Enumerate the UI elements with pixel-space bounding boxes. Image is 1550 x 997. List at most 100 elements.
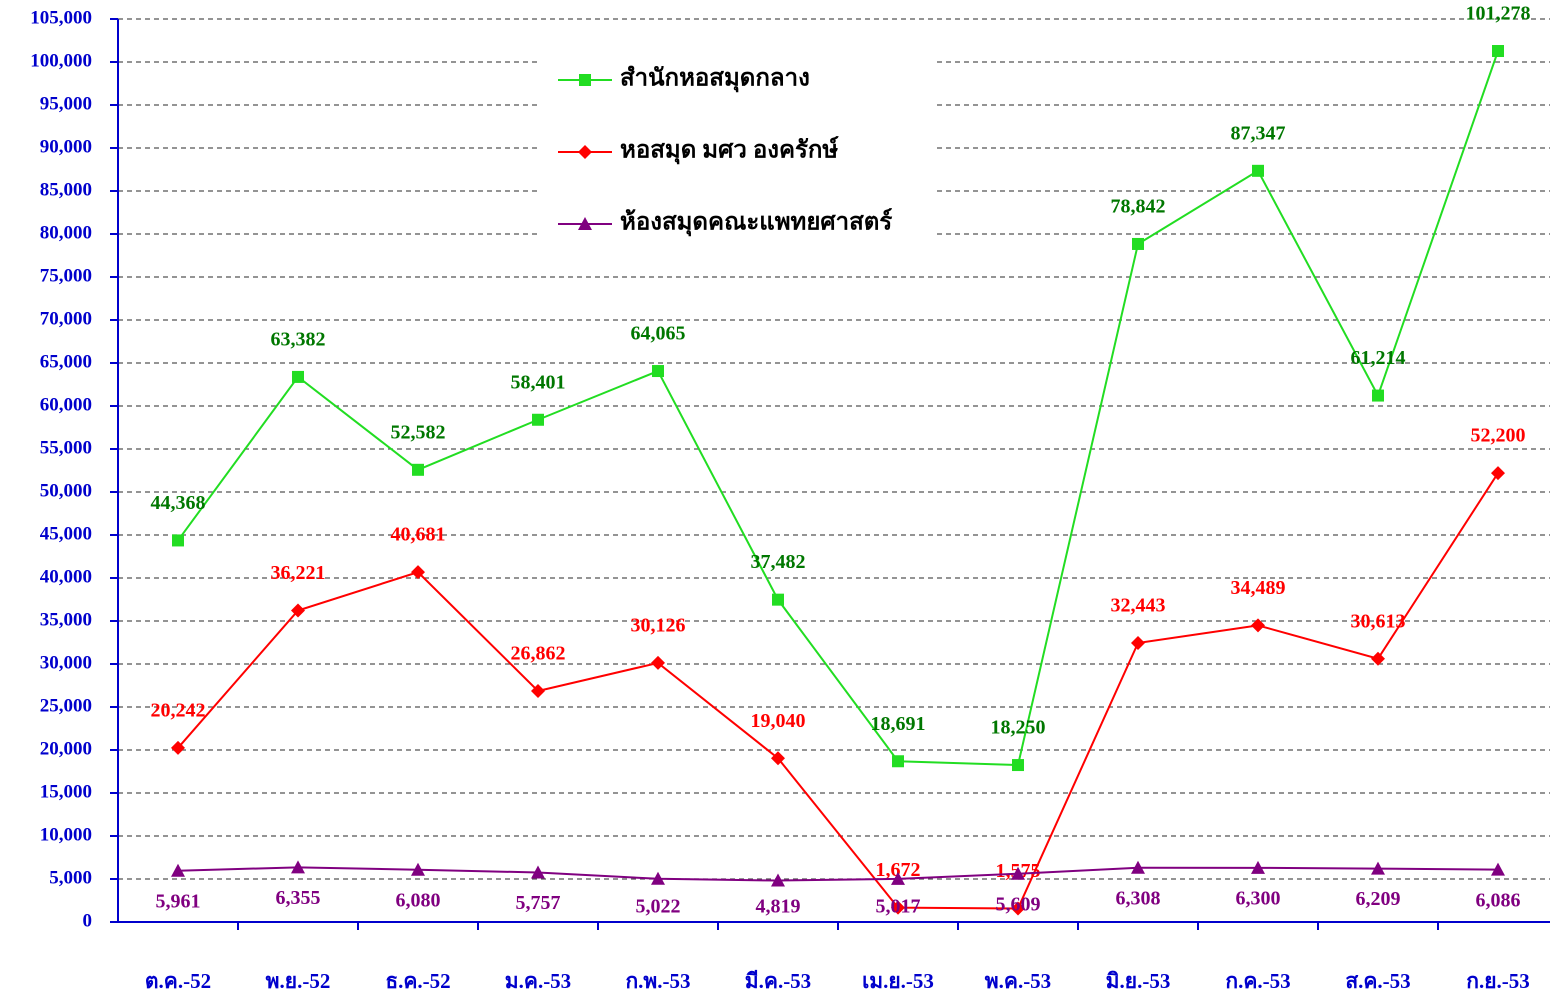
x-tick-label: ธ.ค.-52 [385,969,450,993]
data-label: 36,221 [271,562,326,584]
data-label: 19,040 [751,710,806,732]
point [292,370,304,383]
data-label: 1,672 [876,859,921,881]
series-line [177,472,1499,910]
data-label: 32,443 [1111,595,1166,617]
point [411,565,425,580]
point [771,751,785,766]
y-tick-label: 95,000 [40,93,92,114]
point [891,871,905,885]
point [1132,237,1144,250]
point [171,863,185,877]
point [1491,466,1505,481]
y-tick-label: 80,000 [40,222,92,243]
point [1131,635,1145,650]
y-tick-label: 100,000 [30,50,92,71]
point [291,860,305,874]
y-tick-label: 20,000 [40,738,92,759]
point [652,365,664,378]
y-tick-label: 65,000 [40,351,92,372]
data-label: 6,086 [1476,889,1521,911]
point [1491,862,1505,876]
data-label: 58,401 [511,371,566,393]
point [1012,759,1024,772]
point [412,463,424,476]
data-label: 20,242 [151,700,206,722]
point [1251,860,1265,874]
y-tick-label: 55,000 [40,437,92,458]
data-label: 34,489 [1231,577,1286,599]
data-label: 61,214 [1351,347,1406,369]
y-tick-label: 35,000 [40,609,92,630]
data-label: 6,300 [1236,887,1281,909]
y-tick-label: 85,000 [40,179,92,200]
data-label: 18,691 [871,713,926,735]
data-label: 101,278 [1466,3,1531,25]
x-tick-label: พ.ย.-52 [266,969,331,993]
x-tick-label: ต.ค.-52 [145,969,211,993]
x-tick-label: ก.พ.-53 [625,969,690,993]
y-tick-label: 105,000 [30,7,92,28]
data-label: 5,022 [636,896,681,918]
data-label: 4,819 [756,896,801,918]
y-tick-label: 45,000 [40,523,92,544]
data-label: 6,209 [1356,888,1401,910]
y-tick-label: 70,000 [40,308,92,329]
point [1371,651,1385,666]
y-tick-label: 5,000 [49,867,92,888]
y-tick-label: 90,000 [40,136,92,157]
data-label: 6,080 [396,889,441,911]
y-tick-label: 50,000 [40,480,92,501]
point [892,755,904,768]
data-label: 44,368 [151,492,206,514]
data-label: 30,613 [1351,610,1406,632]
point [771,873,785,887]
point [772,593,784,606]
x-tick-label: ส.ค.-53 [1345,969,1410,993]
point [1252,164,1264,177]
data-label: 63,382 [271,329,326,351]
series-line [177,866,1499,882]
point [291,603,305,618]
legend-marker [578,145,592,159]
x-tick-label: เม.ย.-53 [862,969,934,993]
point [1011,866,1025,880]
x-tick-label: มี.ค.-53 [745,969,811,993]
x-tick-label: ก.ค.-53 [1225,969,1290,993]
y-tick-label: 60,000 [40,394,92,415]
point [531,683,545,698]
y-tick-label: 25,000 [40,695,92,716]
data-label: 40,681 [391,524,446,546]
point [1371,861,1385,875]
data-label: 5,609 [996,893,1041,915]
legend-marker [579,74,591,86]
data-label: 5,757 [516,892,561,914]
y-tick-label: 40,000 [40,566,92,587]
legend-label: สำนักหอสมุดกลาง [620,65,810,94]
data-label: 52,582 [391,421,446,443]
x-tick-label: ม.ค.-53 [505,969,571,993]
data-label: 18,250 [991,717,1046,739]
point [411,862,425,876]
point [1372,389,1384,402]
y-tick-label: 10,000 [40,824,92,845]
data-label: 87,347 [1231,122,1286,144]
point [532,413,544,426]
data-label: 37,482 [751,551,806,573]
point [1492,45,1504,58]
data-label: 78,842 [1111,196,1166,218]
point [1131,860,1145,874]
point [891,900,905,915]
legend-label: ห้องสมุดคณะแพทยศาสตร์ [620,208,892,238]
data-label: 6,355 [276,887,321,909]
series-line [177,50,1499,767]
legend-label: หอสมุด มศว องครักษ์ [620,136,839,166]
data-label: 5,017 [876,896,921,918]
legend-marker [578,217,592,230]
point [651,871,665,885]
y-tick-label: 30,000 [40,652,92,673]
point [172,534,184,547]
point [1011,901,1025,916]
y-tick-label: 15,000 [40,781,92,802]
x-tick-label: พ.ค.-53 [985,969,1051,993]
